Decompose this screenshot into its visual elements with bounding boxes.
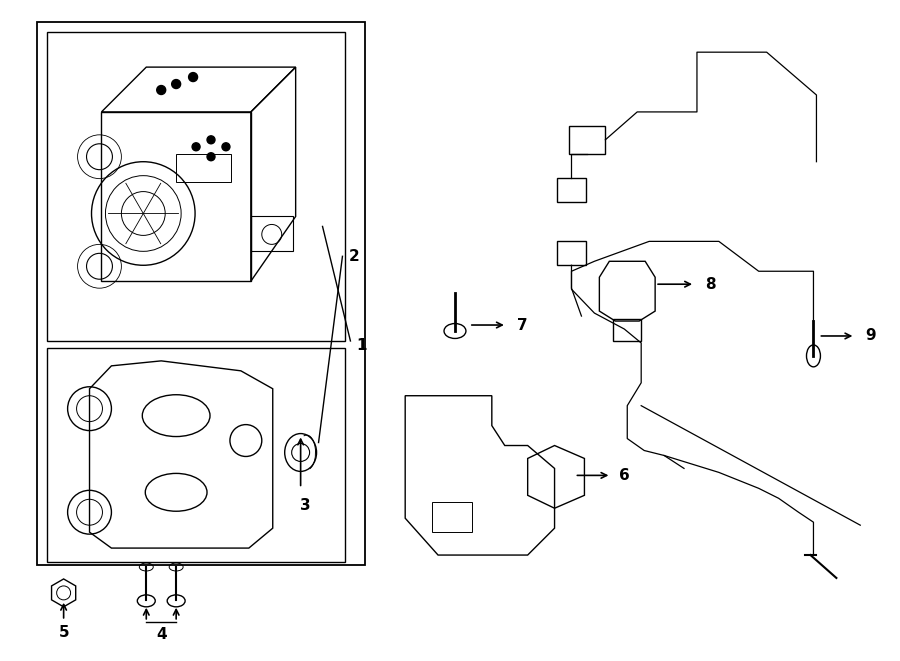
Bar (47, 32, 346, 341)
Circle shape (172, 79, 181, 89)
Bar (570, 126, 606, 154)
Bar (556, 241, 587, 265)
Circle shape (222, 143, 230, 151)
Circle shape (192, 143, 200, 151)
Bar (251, 217, 292, 251)
Text: 4: 4 (156, 627, 166, 642)
Text: 8: 8 (705, 277, 716, 292)
Circle shape (189, 73, 198, 81)
Bar (47, 348, 346, 562)
Text: 2: 2 (348, 249, 359, 264)
Text: 6: 6 (619, 468, 630, 483)
Bar (613, 319, 641, 341)
Circle shape (207, 136, 215, 144)
Bar (556, 178, 587, 202)
Circle shape (207, 153, 215, 161)
Bar (37, 22, 365, 565)
Text: 5: 5 (58, 625, 69, 641)
Text: 3: 3 (301, 498, 310, 513)
Text: 1: 1 (356, 338, 367, 354)
Bar (176, 154, 231, 182)
Circle shape (157, 85, 166, 95)
Bar (432, 502, 472, 532)
Text: 9: 9 (865, 329, 876, 344)
Text: 7: 7 (517, 317, 527, 332)
